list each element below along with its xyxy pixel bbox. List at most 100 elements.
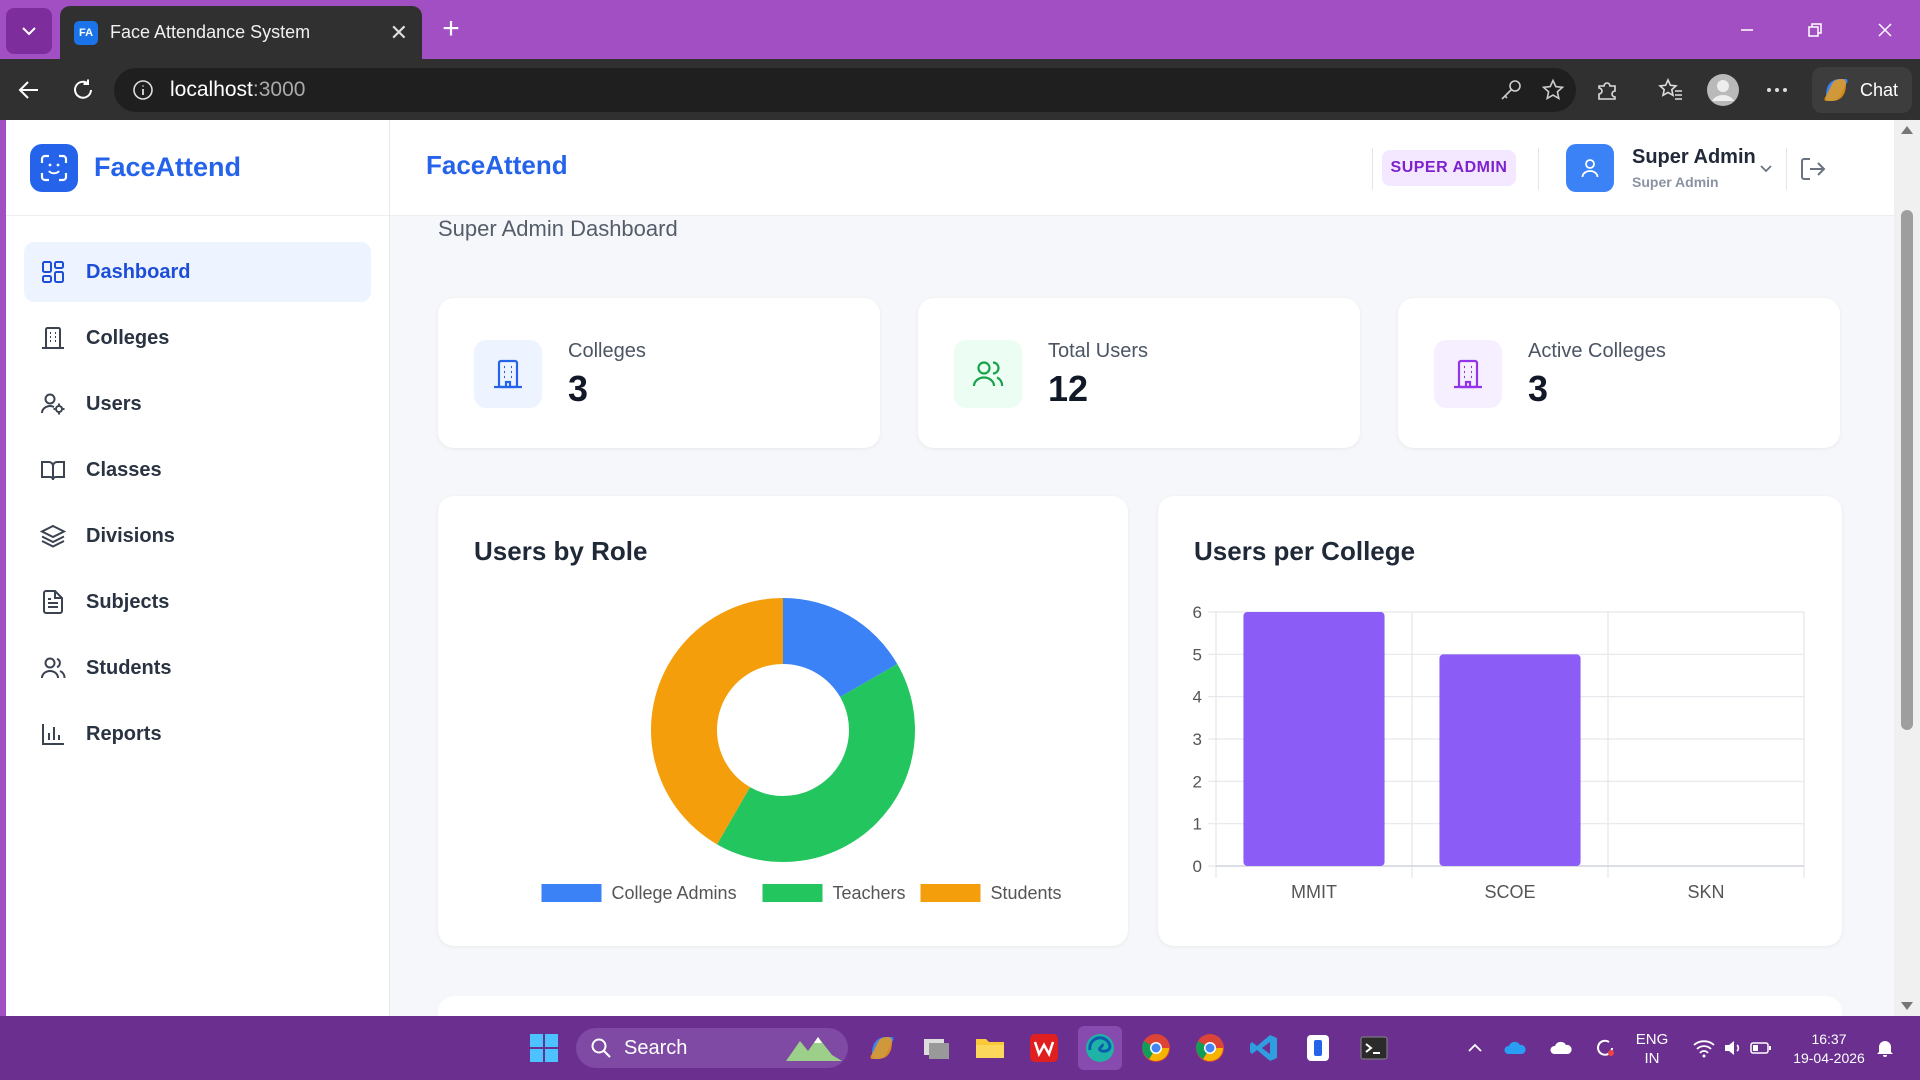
network-volume-battery[interactable] [1682, 1026, 1782, 1070]
browser-tab[interactable]: FA Face Attendance System ✕ [60, 6, 422, 59]
role-badge: SUPER ADMIN [1382, 150, 1516, 186]
sidebar-brand[interactable]: FaceAttend [6, 120, 389, 216]
more-menu-button[interactable] [1760, 73, 1794, 107]
y-tick-label: 3 [1193, 730, 1202, 749]
tab-favicon: FA [74, 20, 98, 45]
chrome-app[interactable] [1134, 1026, 1178, 1070]
user-avatar[interactable] [1566, 144, 1614, 192]
browser-toolbar: localhost:3000 Chat [0, 59, 1920, 120]
scroll-thumb[interactable] [1901, 210, 1913, 730]
chrome-profile-app[interactable] [1188, 1026, 1232, 1070]
next-section-card [438, 996, 1842, 1016]
sidebar-item-classes[interactable]: Classes [24, 440, 371, 500]
profile-button[interactable] [1706, 73, 1740, 107]
start-button[interactable] [522, 1026, 566, 1070]
bar-mmit[interactable] [1243, 612, 1385, 866]
user-cog-icon [40, 391, 66, 417]
url-text: localhost:3000 [170, 78, 306, 101]
favorites-list-button[interactable] [1654, 73, 1688, 107]
more-icon [1767, 88, 1787, 92]
onedrive-tray[interactable] [1500, 1026, 1530, 1070]
tray-overflow-button[interactable] [1460, 1026, 1490, 1070]
tab-close-icon[interactable]: ✕ [389, 19, 408, 45]
close-icon [1878, 23, 1892, 37]
back-button[interactable] [12, 73, 46, 107]
sidebar-item-reports[interactable]: Reports [24, 704, 371, 764]
restore-button[interactable] [1790, 10, 1840, 50]
sidebar-menu: Dashboard Colleges Users Classes [6, 216, 389, 764]
building-icon [1434, 340, 1502, 408]
logout-button[interactable] [1798, 154, 1828, 184]
users-icon [954, 340, 1022, 408]
profile-avatar-icon [1707, 74, 1739, 106]
taskbar-search[interactable]: Search [576, 1028, 848, 1068]
legend-swatch [541, 884, 602, 902]
new-tab-button[interactable]: + [442, 12, 460, 45]
sidebar-item-students[interactable]: Students [24, 638, 371, 698]
copilot-app[interactable] [860, 1026, 904, 1070]
restore-icon [1808, 23, 1822, 37]
file-explorer-app[interactable] [968, 1026, 1012, 1070]
address-bar[interactable]: localhost:3000 [114, 68, 1576, 112]
sidebar-item-label: Subjects [86, 590, 170, 613]
chat-label: Chat [1860, 79, 1899, 100]
scroll-up-icon[interactable] [1901, 126, 1913, 134]
user-name[interactable]: Super Admin [1632, 146, 1756, 168]
bar-scoe[interactable] [1439, 654, 1581, 866]
puzzle-icon [1598, 82, 1616, 100]
edge-app[interactable] [1078, 1026, 1122, 1070]
y-tick-label: 1 [1193, 815, 1202, 834]
chevron-down-icon [22, 27, 36, 36]
notes-app[interactable] [1296, 1026, 1340, 1070]
donut-slice-college-admins[interactable] [783, 598, 898, 697]
copilot-icon [870, 1037, 894, 1059]
sidebar-item-users[interactable]: Users [24, 374, 371, 434]
bar-chart-icon [40, 721, 66, 747]
wps-office-app[interactable] [1022, 1026, 1066, 1070]
donut-slice-students[interactable] [651, 598, 783, 845]
clock[interactable]: 16:37 19-04-2026 [1793, 1031, 1865, 1066]
volume-icon [1725, 1041, 1740, 1055]
cloud-sync-icon [1550, 1041, 1572, 1054]
face-scan-icon [30, 143, 78, 192]
layers-icon [40, 523, 66, 549]
sync-tray[interactable] [1546, 1026, 1576, 1070]
sidebar-item-subjects[interactable]: Subjects [24, 572, 371, 632]
favorite-button[interactable] [1536, 73, 1570, 107]
legend-item[interactable]: Teachers [762, 883, 906, 903]
tab-title: Face Attendance System [110, 22, 311, 42]
favorites-icon [1658, 78, 1682, 100]
close-window-button[interactable] [1860, 10, 1910, 50]
task-view-app[interactable] [914, 1026, 958, 1070]
scroll-down-icon[interactable] [1901, 1002, 1913, 1010]
stat-value: 3 [568, 368, 589, 409]
sidebar-item-dashboard[interactable]: Dashboard [24, 242, 371, 302]
sidebar-item-label: Students [86, 656, 172, 679]
y-tick-label: 2 [1193, 772, 1202, 791]
extensions-button[interactable] [1590, 73, 1624, 107]
sidebar-item-colleges[interactable]: Colleges [24, 308, 371, 368]
donut-slice-teachers[interactable] [717, 664, 915, 862]
user-menu-toggle[interactable] [1754, 156, 1778, 180]
reload-button[interactable] [66, 73, 100, 107]
x-tick-label: SCOE [1484, 882, 1535, 902]
terminal-app[interactable] [1352, 1026, 1396, 1070]
edge-icon [1086, 1034, 1114, 1062]
notifications-button[interactable] [1870, 1026, 1900, 1070]
chart-title: Users by Role [474, 536, 648, 566]
sidebar-item-divisions[interactable]: Divisions [24, 506, 371, 566]
mountain-icon [786, 1037, 842, 1061]
update-tray[interactable] [1590, 1026, 1620, 1070]
windows-taskbar: Search ENG IN [0, 1016, 1920, 1080]
language-indicator[interactable]: ENG IN [1635, 1031, 1669, 1067]
password-key-button[interactable] [1494, 73, 1528, 107]
vscode-app[interactable] [1242, 1026, 1286, 1070]
page-scrollbar[interactable] [1894, 120, 1920, 1016]
tab-actions-button[interactable] [6, 8, 52, 54]
legend-label: Teachers [833, 883, 906, 903]
legend-item[interactable]: College Admins [541, 883, 737, 903]
legend-item[interactable]: Students [920, 883, 1062, 903]
copilot-chat-button[interactable]: Chat [1812, 67, 1912, 113]
brand-name: FaceAttend [94, 152, 242, 182]
minimize-button[interactable] [1722, 10, 1772, 50]
